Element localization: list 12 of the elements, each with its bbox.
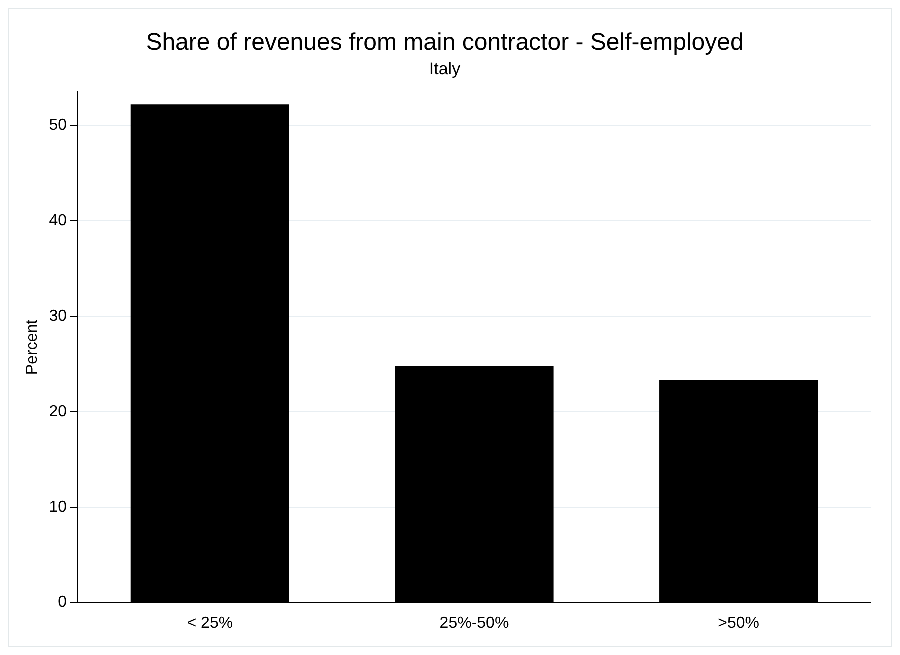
y-tick-label: 30 <box>49 308 68 325</box>
y-tick-label: 0 <box>58 594 68 612</box>
chart-title: Share of revenues from main contractor - Self-employed <box>146 29 744 56</box>
y-tick-label: 50 <box>49 117 68 134</box>
y-tick-label: 20 <box>49 403 68 420</box>
x-tick-label: 25%-50% <box>440 614 510 632</box>
chart-subtitle: Italy <box>429 60 462 79</box>
y-axis-title: Percent <box>24 319 42 376</box>
x-tick-label: < 25% <box>187 614 234 632</box>
x-tick-label: >50% <box>718 614 760 632</box>
y-tick-label: 10 <box>49 498 68 516</box>
y-tick-label: 40 <box>49 212 68 230</box>
